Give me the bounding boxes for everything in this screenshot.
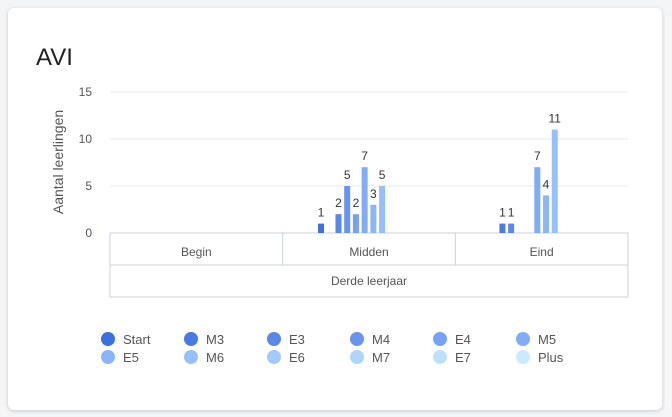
- legend-marker-m6[interactable]: [184, 350, 198, 364]
- x-category-label: Eind: [530, 245, 554, 259]
- y-tick-label: 15: [79, 85, 93, 99]
- legend-label-m3[interactable]: M3: [206, 332, 224, 347]
- data-label: 2: [353, 196, 360, 210]
- data-label: 1: [318, 206, 325, 220]
- legend-label-plus[interactable]: Plus: [538, 350, 564, 365]
- legend-label-m7[interactable]: M7: [372, 350, 390, 365]
- legend-marker-start[interactable]: [101, 332, 115, 346]
- x-category-label: Begin: [181, 245, 212, 259]
- x-group-label: Derde leerjaar: [331, 274, 407, 288]
- legend-marker-m7[interactable]: [350, 350, 364, 364]
- bar-m6[interactable]: [379, 186, 386, 233]
- data-label: 2: [335, 196, 342, 210]
- bar-e3[interactable]: [335, 214, 342, 233]
- data-label: 3: [370, 187, 377, 201]
- legend-label-e7[interactable]: E7: [455, 350, 471, 365]
- legend-label-m4[interactable]: M4: [372, 332, 390, 347]
- legend-label-e5[interactable]: E5: [123, 350, 139, 365]
- data-label: 7: [361, 149, 368, 163]
- legend-marker-e6[interactable]: [267, 350, 281, 364]
- data-label: 1: [508, 206, 515, 220]
- data-label: 4: [543, 177, 550, 191]
- legend-marker-e3[interactable]: [267, 332, 281, 346]
- legend-marker-e7[interactable]: [433, 350, 447, 364]
- legend-label-e3[interactable]: E3: [289, 332, 305, 347]
- bar-m6[interactable]: [551, 129, 558, 233]
- bar-e4[interactable]: [352, 214, 359, 233]
- bar-m3[interactable]: [499, 223, 506, 233]
- data-label: 5: [344, 168, 351, 182]
- x-category-label: Midden: [349, 245, 388, 259]
- legend-label-m5[interactable]: M5: [538, 332, 556, 347]
- bar-m4[interactable]: [344, 186, 351, 233]
- legend-label-e6[interactable]: E6: [289, 350, 305, 365]
- y-axis-label: Aantal leerlingen: [50, 110, 66, 214]
- legend-marker-m5[interactable]: [516, 332, 530, 346]
- data-label: 7: [534, 149, 541, 163]
- legend-marker-m3[interactable]: [184, 332, 198, 346]
- bar-m5[interactable]: [361, 167, 368, 233]
- bar-e3[interactable]: [508, 223, 515, 233]
- chart-title: AVI: [36, 44, 73, 71]
- data-label: 11: [549, 112, 562, 126]
- bar-e5[interactable]: [370, 204, 377, 233]
- bar-m5[interactable]: [534, 167, 541, 233]
- legend-marker-plus[interactable]: [516, 350, 530, 364]
- y-tick-label: 10: [79, 132, 93, 146]
- y-tick-label: 0: [85, 226, 92, 240]
- legend-marker-e5[interactable]: [101, 350, 115, 364]
- legend-label-start[interactable]: Start: [123, 332, 151, 347]
- bar-start[interactable]: [318, 223, 325, 233]
- data-label: 1: [499, 206, 506, 220]
- legend-marker-m4[interactable]: [350, 332, 364, 346]
- legend-marker-e4[interactable]: [433, 332, 447, 346]
- y-tick-label: 5: [85, 179, 92, 193]
- legend-label-e4[interactable]: E4: [455, 332, 471, 347]
- bar-e5[interactable]: [543, 195, 550, 233]
- legend-label-m6[interactable]: M6: [206, 350, 224, 365]
- data-label: 5: [379, 168, 386, 182]
